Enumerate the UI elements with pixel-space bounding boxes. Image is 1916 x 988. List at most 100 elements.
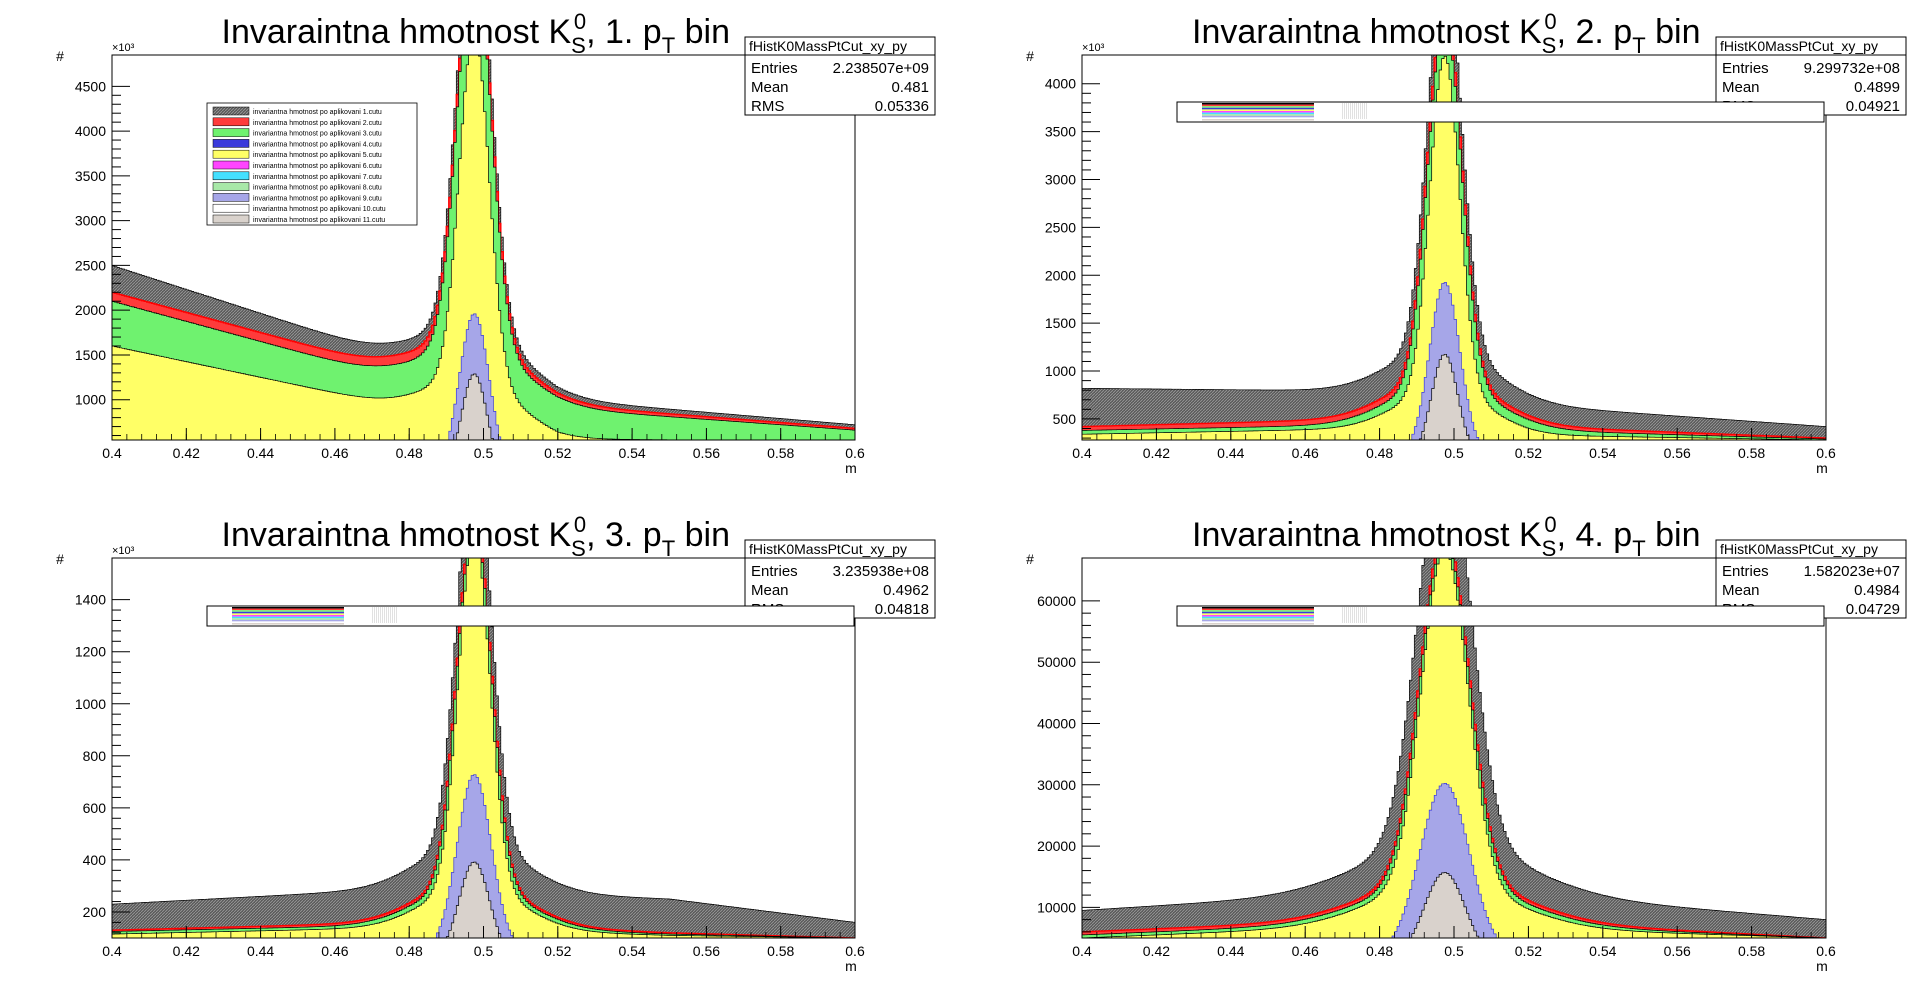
legend-swatch bbox=[1202, 619, 1314, 622]
legend-entry: invariantna hmotnost po aplikovani 9.cut… bbox=[253, 195, 382, 202]
legend-swatch bbox=[232, 615, 344, 617]
x-tick-label: 0.6 bbox=[1816, 943, 1836, 959]
y-tick-label: 800 bbox=[83, 748, 107, 764]
stats-name: fHistK0MassPtCut_xy_py bbox=[749, 541, 907, 557]
y-tick-label: 1200 bbox=[75, 644, 106, 660]
y-tick-label: 200 bbox=[83, 904, 107, 920]
legend-swatch bbox=[212, 160, 250, 170]
x-axis-label: m bbox=[845, 460, 857, 476]
x-tick-label: 0.58 bbox=[767, 943, 794, 959]
x-tick-label: 0.44 bbox=[247, 445, 274, 461]
x-tick-label: 0.48 bbox=[396, 445, 423, 461]
legend: invariantna hmotnost po aplikovani 1.cut… bbox=[206, 102, 418, 226]
stats-label: Mean bbox=[751, 79, 789, 96]
chart-panel-4: 10000 20000 30000 40000 50000 60000 0.4 0.42 0.4… bbox=[1026, 512, 1907, 974]
x-tick-label: 0.56 bbox=[693, 943, 720, 959]
x-tick-label: 0.54 bbox=[1589, 943, 1616, 959]
stats-name: fHistK0MassPtCut_xy_py bbox=[1720, 38, 1878, 54]
stats-label: Mean bbox=[1722, 79, 1760, 96]
x-tick-label: 0.44 bbox=[1217, 445, 1244, 461]
legend-swatch bbox=[212, 128, 250, 137]
legend-entry: invariantna hmotnost po aplikovani 2.cut… bbox=[253, 120, 382, 127]
x-axis-label: m bbox=[1816, 460, 1828, 476]
series-6 bbox=[1082, 353, 1826, 440]
y-tick-label: 3000 bbox=[75, 213, 106, 229]
stats-value: 1.582023e+07 bbox=[1804, 563, 1900, 580]
legend-swatch bbox=[1202, 104, 1314, 107]
stats-value: 0.4962 bbox=[883, 582, 929, 599]
x-tick-label: 0.5 bbox=[1444, 445, 1464, 461]
y-tick-label: 2000 bbox=[75, 302, 106, 318]
legend-swatch bbox=[1202, 608, 1314, 611]
x-tick-label: 0.52 bbox=[1515, 943, 1542, 959]
legend-swatch bbox=[232, 611, 344, 614]
x-tick-label: 0.56 bbox=[1664, 445, 1691, 461]
x-tick-label: 0.48 bbox=[1366, 445, 1393, 461]
x-tick-label: 0.56 bbox=[693, 445, 720, 461]
legend-swatch bbox=[1202, 103, 1314, 105]
stats-value: 0.4899 bbox=[1854, 79, 1900, 96]
chart-panel-2: 500 1000 1500 2000 2500 3000 3500 4000 0.4 0.42 0.… bbox=[1026, 9, 1907, 476]
x-tick-label: 0.46 bbox=[1292, 445, 1319, 461]
stats-label: RMS bbox=[751, 98, 784, 115]
legend-entry: invariantna hmotnost po aplikovani 7.cut… bbox=[253, 174, 382, 181]
y-tick-label: 1000 bbox=[1045, 363, 1076, 379]
chart-panel-1: 1000 1500 2000 2500 3000 3500 4000 4500 0.4 0.42 0… bbox=[56, 9, 936, 476]
legend bbox=[1176, 101, 1825, 123]
x-axis-label: m bbox=[845, 958, 857, 974]
x-tick-label: 0.5 bbox=[474, 445, 494, 461]
x-tick-label: 0.6 bbox=[845, 445, 865, 461]
legend-swatch bbox=[212, 171, 250, 181]
legend-swatch bbox=[232, 610, 344, 612]
x-tick-label: 0.6 bbox=[1816, 445, 1836, 461]
legend-swatch bbox=[1202, 112, 1314, 115]
legend-swatch bbox=[232, 613, 344, 615]
legend-swatch bbox=[1202, 607, 1314, 609]
legend-entry: invariantna hmotnost po aplikovani 11.cu… bbox=[253, 217, 385, 224]
y-tick-label: 1000 bbox=[75, 696, 106, 712]
y-tick-label: 1500 bbox=[75, 347, 106, 363]
legend-entry: invariantna hmotnost po aplikovani 4.cut… bbox=[253, 141, 382, 148]
legend-swatch bbox=[1202, 107, 1314, 110]
y-multiplier: ×10³ bbox=[112, 545, 135, 557]
stats-value: 0.04818 bbox=[875, 601, 929, 618]
legend bbox=[1176, 605, 1825, 627]
legend-swatch bbox=[212, 203, 250, 213]
x-tick-label: 0.42 bbox=[1143, 445, 1170, 461]
x-tick-label: 0.44 bbox=[1217, 943, 1244, 959]
x-tick-label: 0.54 bbox=[1589, 445, 1616, 461]
x-tick-label: 0.58 bbox=[767, 445, 794, 461]
y-tick-label: 3500 bbox=[1045, 124, 1076, 140]
series-4 bbox=[112, 558, 855, 938]
legend-swatch bbox=[1202, 114, 1314, 116]
legend-swatch bbox=[1202, 119, 1314, 121]
chart-panel-3: 200 400 600 800 1000 1200 1400 0.4 0.42 0.44 0.46 0… bbox=[56, 512, 936, 974]
x-tick-label: 0.5 bbox=[474, 943, 494, 959]
legend-swatch bbox=[1202, 623, 1314, 625]
legend-swatch bbox=[1202, 111, 1314, 113]
stats-name: fHistK0MassPtCut_xy_py bbox=[1720, 541, 1878, 557]
y-tick-label: 60000 bbox=[1037, 593, 1076, 609]
stats-value: 0.04729 bbox=[1846, 601, 1900, 618]
legend-swatch bbox=[212, 139, 250, 148]
legend-swatch bbox=[232, 607, 344, 609]
y-tick-label: 3500 bbox=[75, 168, 106, 184]
x-tick-label: 0.46 bbox=[1292, 943, 1319, 959]
legend-swatch bbox=[1202, 610, 1314, 612]
stats-value: 9.299732e+08 bbox=[1804, 60, 1900, 77]
x-tick-label: 0.52 bbox=[544, 445, 571, 461]
y-tick-label: 600 bbox=[83, 800, 107, 816]
legend-swatch bbox=[1202, 618, 1314, 620]
legend-swatch bbox=[1202, 611, 1314, 614]
y-tick-label: 50000 bbox=[1037, 654, 1076, 670]
x-tick-label: 0.52 bbox=[1515, 445, 1542, 461]
legend-swatch bbox=[232, 608, 344, 611]
legend-swatch bbox=[212, 149, 250, 159]
legend-swatch bbox=[212, 193, 250, 202]
y-tick-label: 4000 bbox=[1045, 76, 1076, 92]
legend-swatch bbox=[232, 619, 344, 622]
x-tick-label: 0.5 bbox=[1444, 943, 1464, 959]
legend-swatch bbox=[212, 106, 250, 116]
y-tick-label: 1500 bbox=[1045, 315, 1076, 331]
